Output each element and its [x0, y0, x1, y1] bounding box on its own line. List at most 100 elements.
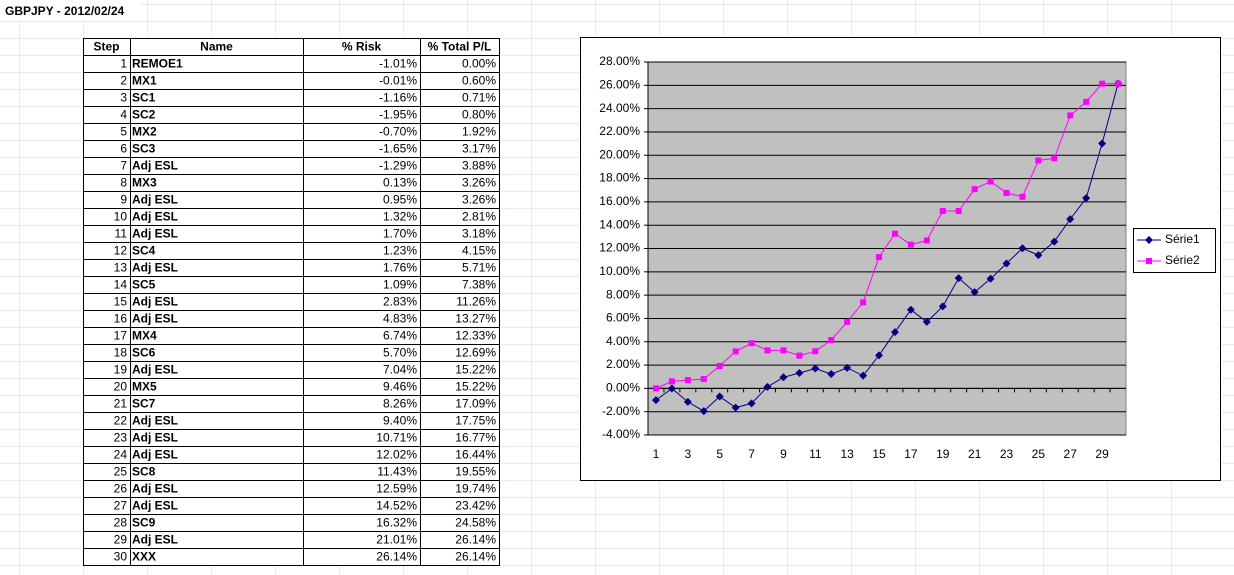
cell-text: 3.18%: [462, 227, 496, 241]
cell-text: -1.29%: [379, 159, 417, 173]
marker: [731, 403, 740, 412]
marker: [876, 254, 883, 261]
marker: [763, 382, 772, 391]
cell-text: -1.95%: [379, 108, 417, 122]
marker: [970, 288, 979, 297]
marker: [1066, 215, 1075, 224]
cell-text: 16.44%: [455, 448, 496, 462]
cell-text: Adj ESL: [132, 295, 178, 309]
table-cell: [130, 395, 304, 413]
marker: [1003, 189, 1010, 196]
cell-text: 5.71%: [462, 261, 496, 275]
cell-text: 17: [114, 329, 128, 343]
marker: [747, 399, 756, 408]
cell-text: SC3: [132, 142, 156, 156]
marker: [1082, 194, 1091, 203]
marker: [828, 337, 835, 344]
cell-text: 19: [114, 363, 128, 377]
marker: [1050, 237, 1059, 246]
cell-text: 2: [120, 74, 127, 88]
y-tick-label: 10.00%: [599, 264, 640, 278]
marker: [1115, 80, 1122, 87]
cell-text: 24: [114, 448, 128, 462]
cell-text: 9.40%: [383, 414, 417, 428]
marker: [764, 347, 771, 354]
marker: [651, 396, 660, 405]
cell-text: 12.59%: [376, 482, 417, 496]
cell-text: Adj ESL: [132, 159, 178, 173]
marker: [811, 364, 820, 373]
x-tick-label: 11: [809, 447, 822, 461]
y-tick-label: 26.00%: [599, 77, 640, 91]
cell-text: 15: [114, 295, 128, 309]
cell-text: Adj ESL: [132, 448, 178, 462]
cell-text: MX4: [132, 329, 157, 343]
cell-text: 0.95%: [383, 193, 417, 207]
cell-text: 1.76%: [383, 261, 417, 275]
cell-text: 12.69%: [455, 346, 496, 360]
cell-text: Adj ESL: [132, 482, 178, 496]
title-cell: [0, 0, 140, 21]
marker: [891, 230, 898, 237]
cell-text: MX3: [132, 176, 157, 190]
cell-text: 6: [120, 142, 127, 156]
cell-text: 15.22%: [455, 363, 496, 377]
cell-text: 24.58%: [455, 516, 496, 530]
y-tick-label: 2.00%: [606, 357, 640, 371]
cell-text: 30: [114, 550, 128, 564]
marker: [668, 378, 675, 385]
header-cell-text: % Total P/L: [428, 40, 492, 54]
table-cell: [130, 140, 304, 158]
cell-text: Adj ESL: [132, 312, 178, 326]
cell-text: Adj ESL: [132, 363, 178, 377]
cell-text: Adj ESL: [132, 261, 178, 275]
marker: [715, 392, 724, 401]
marker: [732, 348, 739, 355]
table-cell: [130, 106, 304, 124]
cell-text: 9.46%: [383, 380, 417, 394]
y-tick-label: 18.00%: [599, 171, 640, 185]
marker: [922, 317, 931, 326]
marker: [812, 348, 819, 355]
cell-text: Adj ESL: [132, 414, 178, 428]
marker: [716, 362, 723, 369]
sheet-title: GBPJPY - 2012/02/24: [5, 4, 125, 18]
cell-text: 12.02%: [376, 448, 417, 462]
cell-text: Adj ESL: [132, 499, 178, 513]
y-tick-label: -4.00%: [602, 427, 640, 441]
cell-text: Adj ESL: [132, 227, 178, 241]
legend-label: Série1: [1165, 232, 1200, 246]
table-cell: [130, 89, 304, 107]
y-tick-label: 0.00%: [606, 381, 640, 395]
marker: [844, 318, 851, 325]
x-tick-label: 21: [968, 447, 982, 461]
marker: [1051, 155, 1058, 162]
cell-text: 5: [120, 125, 127, 139]
table-cell: [130, 548, 304, 566]
cell-text: 6.74%: [383, 329, 417, 343]
cell-text: 23: [114, 431, 128, 445]
header-cell-text: Step: [93, 40, 119, 54]
cell-text: 26.14%: [455, 550, 496, 564]
marker: [652, 385, 659, 392]
cell-text: 13: [114, 261, 128, 275]
cell-text: -1.16%: [379, 91, 417, 105]
marker: [954, 274, 963, 283]
marker: [780, 347, 787, 354]
cell-text: -1.65%: [379, 142, 417, 156]
cell-text: SC4: [132, 244, 156, 258]
x-tick-label: 1: [653, 447, 660, 461]
cell-text: 5.70%: [383, 346, 417, 360]
header-cell-text: Name: [200, 40, 233, 54]
cell-text: 0.00%: [462, 57, 496, 71]
cell-text: 22: [114, 414, 128, 428]
cell-text: 4: [120, 108, 127, 122]
cell-text: 20: [114, 380, 128, 394]
marker: [939, 207, 946, 214]
cell-text: 8.26%: [383, 397, 417, 411]
cell-text: 16.77%: [455, 431, 496, 445]
table-cell: [130, 242, 304, 260]
marker: [796, 352, 803, 359]
cell-text: 4.15%: [462, 244, 496, 258]
cell-text: 21: [114, 397, 128, 411]
